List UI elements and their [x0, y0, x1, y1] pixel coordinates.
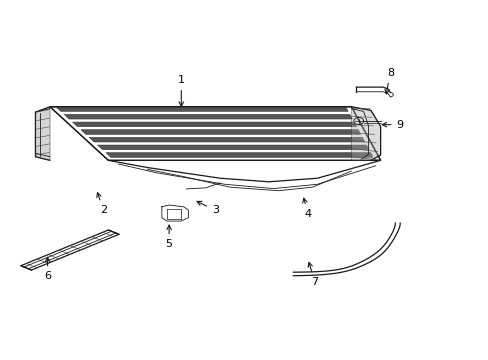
Text: 1: 1 [178, 75, 184, 106]
Polygon shape [351, 107, 380, 160]
Polygon shape [97, 145, 368, 150]
Polygon shape [56, 107, 347, 111]
Polygon shape [81, 130, 360, 134]
Polygon shape [50, 107, 380, 160]
Polygon shape [21, 230, 119, 270]
Text: 5: 5 [165, 225, 172, 249]
Text: 4: 4 [302, 198, 311, 219]
Text: 7: 7 [307, 262, 318, 287]
Polygon shape [72, 122, 356, 127]
Text: 2: 2 [97, 193, 107, 215]
Polygon shape [105, 153, 372, 157]
Polygon shape [35, 107, 50, 160]
Text: 9: 9 [382, 120, 403, 130]
Polygon shape [64, 114, 351, 119]
Text: 3: 3 [197, 201, 218, 215]
Text: 6: 6 [44, 257, 51, 282]
Polygon shape [89, 138, 364, 142]
Text: 8: 8 [384, 68, 393, 94]
